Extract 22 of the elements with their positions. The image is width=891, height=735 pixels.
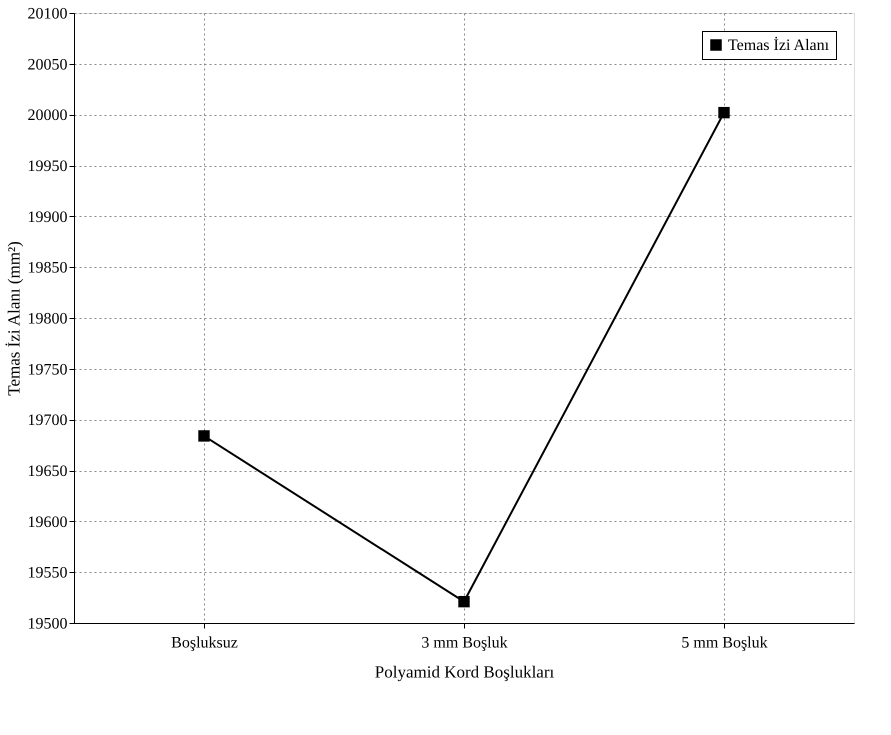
x-tick-label: Boşluksuz	[171, 634, 238, 652]
x-tick-label: 5 mm Boşluk	[681, 634, 768, 652]
y-tick-label: 19700	[28, 412, 68, 430]
y-tick-label: 20050	[28, 56, 68, 74]
y-tick-label: 20000	[28, 107, 68, 124]
y-tick-label: 19500	[28, 616, 68, 632]
y-tick-label: 19750	[28, 361, 68, 378]
point	[198, 430, 210, 442]
legend-label: Temas İzi Alanı	[728, 36, 830, 54]
point	[718, 106, 730, 118]
y-axis-title: Temas İzi Alanı (mm²)	[4, 241, 24, 396]
y-tick-label: 19800	[28, 310, 68, 328]
x-axis-title: Polyamid Kord Boşlukları	[374, 662, 554, 682]
point	[458, 596, 470, 608]
x-tick-label: 3 mm Boşluk	[421, 634, 508, 652]
y-tick-label: 19950	[28, 158, 68, 175]
y-tick-label: 19550	[28, 564, 68, 582]
y-tick-label: 19900	[28, 208, 68, 226]
y-tick-label: 20100	[28, 6, 68, 22]
y-tick-label: 19850	[28, 260, 68, 277]
y-tick-label: 19600	[28, 514, 68, 531]
y-tick-label: 19650	[28, 463, 68, 480]
